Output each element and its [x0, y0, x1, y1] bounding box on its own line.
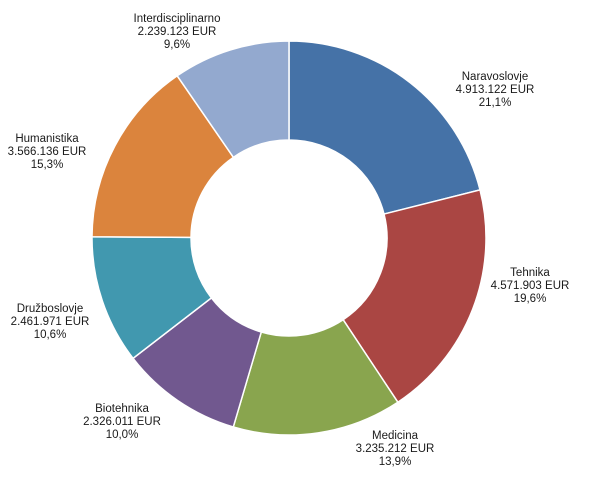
data-label-naravoslovje: Naravoslovje 4.913.122 EUR 21,1%	[456, 71, 535, 109]
data-label-medicina: Medicina 3.235.212 EUR 13,9%	[356, 430, 435, 468]
slice-tehnika	[342, 188, 487, 404]
label-percent: 9,6%	[164, 39, 190, 51]
label-name: Naravoslovje	[462, 71, 528, 83]
data-label-druzboslovje: Družboslovje 2.461.971 EUR 10,6%	[11, 303, 90, 341]
label-amount: 2.461.971 EUR	[11, 316, 90, 328]
label-name: Družboslovje	[17, 303, 83, 315]
data-label-tehnika: Tehnika 4.571.903 EUR 19,6%	[491, 267, 570, 305]
label-name: Medicina	[372, 430, 419, 442]
label-amount: 3.566.136 EUR	[8, 146, 87, 158]
label-percent: 15,3%	[31, 159, 64, 171]
label-amount: 4.571.903 EUR	[491, 280, 570, 292]
data-label-interdisciplinarno: Interdisciplinarno 2.239.123 EUR 9,6%	[134, 13, 221, 51]
labels-group: Naravoslovje 4.913.122 EUR 21,1% Tehnika 4.5…	[8, 13, 570, 468]
slice-naravoslovje	[288, 40, 481, 215]
label-name: Tehnika	[510, 267, 550, 279]
slices-group	[91, 40, 487, 436]
label-percent: 21,1%	[479, 97, 512, 109]
label-amount: 2.239.123 EUR	[138, 26, 217, 38]
slice-humanistika	[91, 74, 235, 239]
label-name: Biotehnika	[95, 403, 149, 415]
label-amount: 4.913.122 EUR	[456, 84, 535, 96]
label-percent: 10,6%	[34, 329, 67, 341]
label-name: Interdisciplinarno	[134, 13, 221, 25]
label-percent: 19,6%	[514, 293, 547, 305]
data-label-humanistika: Humanistika 3.566.136 EUR 15,3%	[8, 133, 87, 171]
label-amount: 2.326.011 EUR	[83, 416, 161, 428]
label-name: Humanistika	[15, 133, 79, 145]
slice-interdisciplinarno	[176, 40, 290, 159]
data-label-biotehnika: Biotehnika 2.326.011 EUR 10,0%	[83, 403, 161, 441]
label-amount: 3.235.212 EUR	[356, 443, 435, 455]
label-percent: 13,9%	[379, 456, 412, 468]
label-percent: 10,0%	[106, 429, 139, 441]
